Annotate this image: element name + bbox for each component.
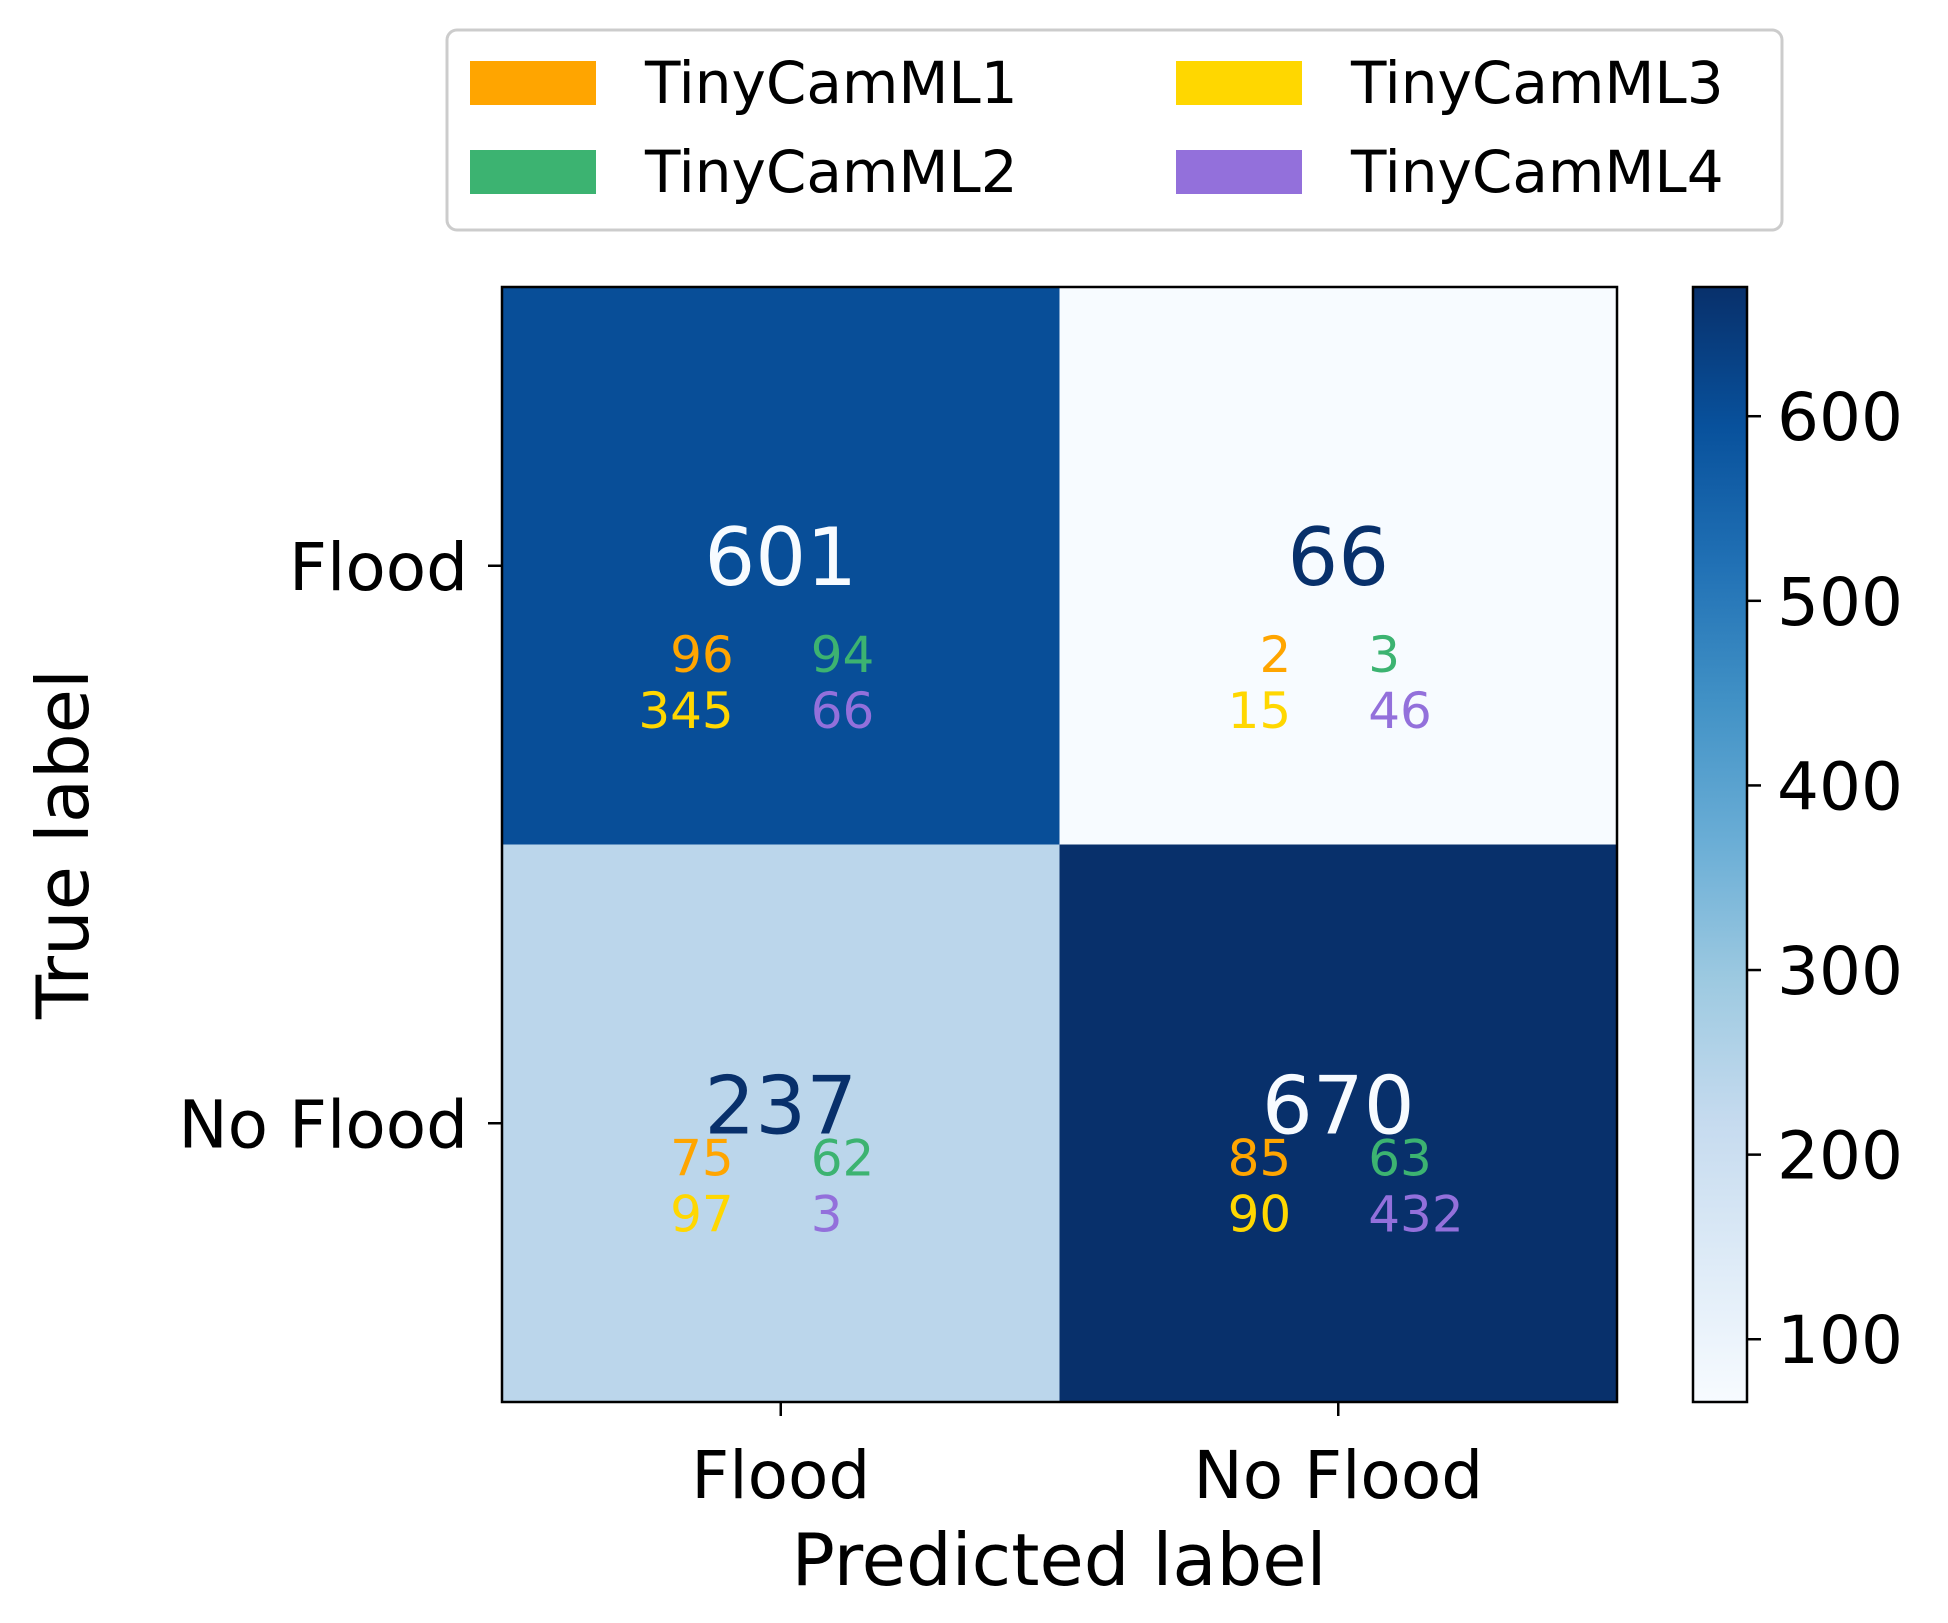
legend-label: TinyCamML2 [644, 138, 1018, 206]
heatmap-cell [1059, 287, 1617, 845]
cell-model-count: 85 [1228, 1130, 1292, 1188]
cell-model-count: 345 [638, 682, 733, 740]
legend-swatch [470, 61, 596, 105]
cell-total-label: 601 [704, 511, 857, 604]
heatmap-cell [1059, 844, 1617, 1402]
cell-model-count: 3 [1368, 626, 1400, 684]
cell-model-count: 90 [1228, 1186, 1292, 1244]
legend-entry: TinyCamML4 [1176, 138, 1724, 206]
colorbar-tick-label: 200 [1777, 1118, 1903, 1195]
legend-swatch [1176, 150, 1302, 194]
x-axis-title: Predicted label [791, 1518, 1326, 1602]
cell-model-count: 97 [670, 1186, 734, 1244]
heatmap-cell [502, 287, 1060, 845]
colorbar-tick-label: 300 [1777, 933, 1903, 1010]
cell-model-count: 62 [811, 1130, 875, 1188]
legend-label: TinyCamML1 [644, 49, 1018, 117]
legend-label: TinyCamML4 [1350, 138, 1724, 206]
plot-frame [500, 285, 1619, 1404]
cell-model-count: 3 [811, 1186, 843, 1244]
colorbar-tick-label: 400 [1777, 748, 1903, 825]
cell-model-count: 94 [811, 626, 875, 684]
x-tick-label: No Flood [1193, 1437, 1483, 1514]
colorbar: 100 200 300 400 500 600 [1691, 285, 1903, 1404]
cell-model-count: 46 [1368, 682, 1432, 740]
y-tick-label: Flood [289, 529, 468, 606]
legend-entry: TinyCamML3 [1176, 49, 1724, 117]
cell-model-count: 63 [1368, 1130, 1432, 1188]
legend-label: TinyCamML3 [1350, 49, 1724, 117]
colorbar-tick-label: 100 [1777, 1302, 1903, 1379]
legend-frame [445, 28, 1784, 232]
legend-swatch [470, 150, 596, 194]
cell-model-count: 2 [1259, 626, 1291, 684]
cell-total-label: 237 [704, 1060, 857, 1153]
y-axis-title: True label [21, 669, 105, 1020]
heatmap-cell [502, 844, 1060, 1402]
cell-model-count: 96 [670, 626, 734, 684]
y-tick-label: No Flood [178, 1086, 468, 1163]
cell-total-label: 66 [1287, 511, 1389, 604]
legend-swatch [1176, 61, 1302, 105]
axis-ticks: Flood No Flood Flood No Flood [178, 529, 1483, 1514]
legend-entry: TinyCamML1 [470, 49, 1018, 117]
cell-model-count: 432 [1368, 1186, 1463, 1244]
cell-total-label: 670 [1262, 1060, 1415, 1153]
colorbar-tick-label: 600 [1777, 379, 1903, 456]
legend: TinyCamML1 TinyCamML2 TinyCamML3 TinyCamML4 [445, 28, 1784, 232]
cell-model-count: 75 [670, 1130, 734, 1188]
cell-model-count: 66 [811, 682, 875, 740]
cell-model-count: 15 [1228, 682, 1292, 740]
legend-entry: TinyCamML2 [470, 138, 1018, 206]
x-tick-label: Flood [691, 1437, 870, 1514]
colorbar-gradient [1691, 285, 1749, 1404]
colorbar-tick-label: 500 [1777, 564, 1903, 641]
